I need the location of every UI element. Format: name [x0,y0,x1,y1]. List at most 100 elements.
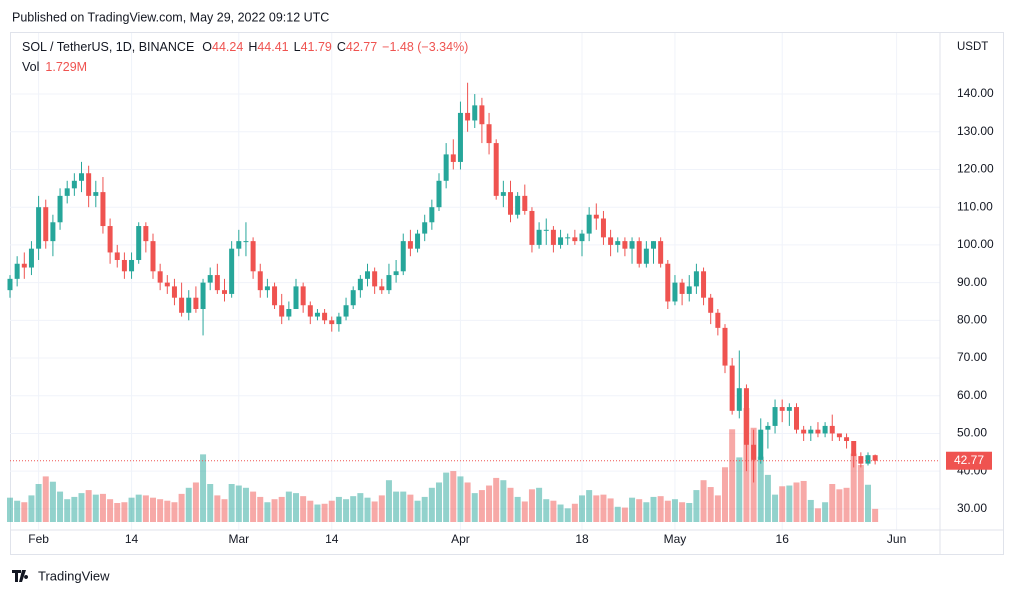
volume-bar [843,487,850,522]
y-tick-label: 50.00 [957,426,987,440]
volume-bar [486,485,493,522]
candle-body [622,241,628,249]
volume-bar [500,480,507,522]
volume-bar [28,495,35,522]
candle-body [264,286,270,291]
candle-body [844,437,850,442]
volume-bar [779,486,786,522]
volume-bar [307,500,314,522]
candle-body [508,192,513,215]
ohlc-value: 44.41 [257,40,288,54]
volume-bar [657,496,664,522]
volume-bar [314,504,321,522]
candle-body [21,263,27,268]
y-tick-label: 100.00 [957,237,994,251]
volume-bar [764,474,771,522]
candle-body [372,271,378,287]
candle-body [529,210,535,245]
volume-bar [21,502,28,522]
candle-body [486,124,492,144]
volume-bar [829,484,836,522]
ohlc-label: H [248,40,257,54]
volume-bar [14,500,21,522]
candle-body [28,248,34,268]
x-tick-label: Apr [451,532,470,546]
candle-body [658,241,664,264]
x-tick-label: 18 [575,532,589,546]
ohlc-value: 41.79 [301,40,332,54]
candle-body [450,154,456,162]
volume-bar [71,496,78,522]
volume-bar [393,491,400,522]
volume-bar [664,500,671,522]
volume-bar [822,502,829,522]
candle-body [858,456,864,464]
candle-body [357,278,363,291]
candle-body [715,312,721,328]
candle-body [415,233,421,249]
volume-bar [221,499,228,522]
volume-bar [536,487,543,522]
candle-body [129,259,135,272]
volume-bar [757,456,764,522]
volume-bar [343,499,350,522]
volume-bar [428,487,435,522]
candle-body [200,282,206,310]
y-tick-label: 120.00 [957,162,994,176]
x-tick-label: Mar [228,532,249,546]
candle-body [829,425,835,434]
volume-bar [614,506,621,522]
candle-body [350,290,356,306]
volume-bar [586,490,593,522]
x-tick-label: 16 [776,532,790,546]
candle-body [407,241,413,249]
volume-bar [150,497,156,522]
volume-bar [57,491,64,522]
volume-bar [293,493,299,522]
x-tick-label: 14 [325,532,339,546]
candle-body [164,282,170,287]
volume-bar [850,453,857,522]
x-tick-label: Feb [28,532,49,546]
candle-body [686,286,692,294]
candle-body [107,226,113,253]
y-tick-label: 110.00 [957,199,993,213]
candle-body [329,320,335,325]
x-tick-label: Jun [887,532,906,546]
candle-body [222,290,227,294]
volume-value: 1.729M [45,60,87,74]
volume-bar [464,482,471,522]
volume-bar [421,496,428,522]
candle-body [593,214,599,219]
volume-bar [35,484,42,522]
volume-bar [128,497,135,522]
candle-body [565,237,571,239]
candle-body [114,252,120,260]
volume-bar [514,496,521,522]
x-tick-label: May [664,532,687,546]
volume-bar [121,502,128,522]
candle-body [765,425,771,430]
symbol-title: SOL / TetherUS, 1D, BINANCE [22,40,194,54]
x-tick-label: 14 [125,532,139,546]
volume-bar [857,465,864,522]
volume-bar [693,490,700,522]
candle-body [436,180,442,208]
candle-body [736,388,742,411]
candle-body [250,241,256,272]
candle-body [443,154,449,181]
candle-body [693,271,699,287]
candle-body [515,195,521,215]
volume-bar [493,477,500,522]
volume-bar [300,496,307,522]
volume-legend: Vol 1.729M [22,60,87,74]
ohlc-label: L [294,40,301,54]
ohlc-label: O [202,40,212,54]
candle-body [193,297,199,310]
volume-bar [650,496,657,522]
candle-body [307,305,313,317]
volume-bar [64,499,71,522]
volume-bar [164,500,171,522]
volume-title: Vol [22,60,39,74]
